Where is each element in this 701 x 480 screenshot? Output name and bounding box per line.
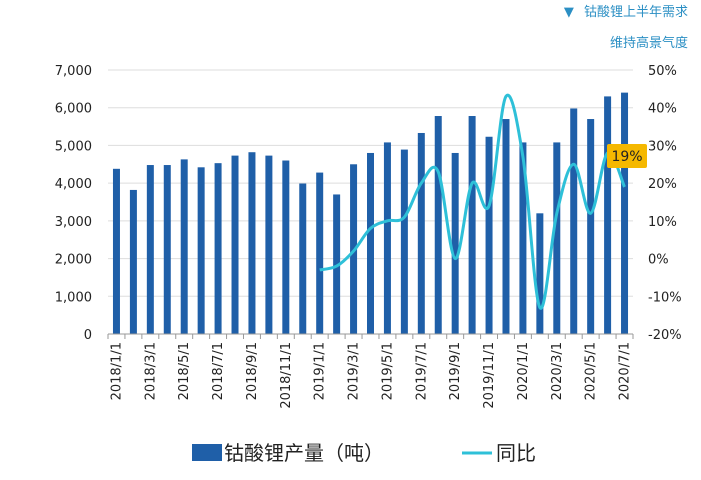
axes (107, 333, 634, 339)
bar (485, 136, 493, 334)
bar (333, 194, 341, 334)
bar (265, 155, 273, 334)
x-tick-label: 2018/7/1 (211, 342, 226, 400)
bar-series (112, 92, 629, 335)
left-tick-label: 1,000 (55, 290, 92, 305)
header-line1: ▼ 钴酸锂上半年需求 (564, 5, 688, 20)
left-tick-label: 3,000 (55, 215, 92, 230)
bar (112, 168, 120, 334)
bar (299, 183, 307, 334)
left-tick-label: 0 (84, 328, 92, 343)
legend-bar-swatch (192, 444, 222, 461)
bar (400, 149, 408, 334)
bar (214, 163, 222, 334)
bar (180, 159, 188, 334)
right-tick-label: 20% (648, 177, 677, 192)
bar (367, 152, 374, 334)
x-tick-label: 2020/7/1 (618, 342, 633, 400)
left-tick-label: 4,000 (55, 177, 92, 192)
x-tick-label: 2018/5/1 (177, 342, 192, 400)
x-tick-label: 2020/1/1 (516, 342, 531, 400)
bar (434, 116, 442, 334)
x-tick-label: 2018/9/1 (245, 342, 260, 400)
right-tick-label: -10% (648, 290, 682, 305)
legend-bar-label: 钴酸锂产量（吨） (224, 441, 384, 465)
x-axis-ticks: 2018/1/1 2018/3/1 2018/5/1 2018/7/1 2018/9/1… (109, 342, 632, 409)
bar (604, 96, 612, 335)
x-tick-label: 2019/1/1 (313, 342, 328, 400)
bar (553, 142, 561, 334)
x-tick-label: 2020/5/1 (584, 342, 599, 400)
x-tick-label: 2019/3/1 (347, 342, 362, 400)
yoy-line (319, 93, 626, 310)
x-tick-label: 2020/3/1 (550, 342, 565, 400)
legend-line-label: 同比 (496, 441, 536, 465)
left-axis-ticks: 0 1,000 2,000 3,000 4,000 5,000 6,000 7,000 (55, 64, 92, 343)
bar (231, 155, 239, 334)
left-tick-label: 5,000 (55, 139, 92, 154)
bar (129, 189, 137, 334)
bar (519, 142, 527, 334)
x-tick-label: 2019/9/1 (448, 342, 463, 400)
header-marker: ▼ (564, 5, 574, 20)
right-tick-label: 50% (648, 64, 677, 79)
bar (587, 119, 595, 335)
bar (197, 167, 205, 334)
right-tick-label: -20% (648, 328, 682, 343)
right-tick-label: 10% (648, 215, 677, 230)
right-axis-ticks: -20% -10% 0% 10% 20% 30% 40% 50% (648, 64, 682, 343)
x-tick-label: 2019/7/1 (414, 342, 429, 400)
bar (316, 172, 324, 334)
right-tick-label: 40% (648, 102, 677, 117)
bar (536, 213, 544, 334)
bar (468, 116, 476, 334)
annotation-label: 19% (611, 149, 642, 165)
right-tick-label: 0% (648, 253, 669, 268)
x-tick-label: 2019/5/1 (380, 342, 395, 400)
left-tick-label: 7,000 (55, 64, 92, 79)
annotation-callout: 19% (607, 144, 647, 168)
bar (163, 165, 171, 334)
right-tick-label: 30% (648, 139, 677, 154)
bar (570, 108, 578, 335)
left-tick-label: 6,000 (55, 102, 92, 117)
bar (248, 152, 256, 334)
header-line2: 维持高景气度 (610, 35, 688, 51)
bar (282, 160, 290, 334)
line-series (319, 93, 626, 310)
bar (621, 92, 629, 334)
x-tick-label: 2018/11/1 (279, 342, 294, 409)
x-tick-label: 2019/11/1 (482, 342, 497, 409)
left-tick-label: 2,000 (55, 253, 92, 268)
bar (417, 132, 425, 334)
bar (383, 142, 391, 334)
legend: 钴酸锂产量（吨） 同比 (192, 441, 536, 465)
bar (451, 152, 459, 334)
x-tick-label: 2018/3/1 (143, 342, 158, 400)
annotation-box (607, 144, 647, 168)
x-tick-label: 2018/1/1 (109, 342, 124, 400)
header-line1-text: 钴酸锂上半年需求 (584, 5, 688, 20)
bar (502, 119, 510, 335)
bar (146, 165, 154, 334)
